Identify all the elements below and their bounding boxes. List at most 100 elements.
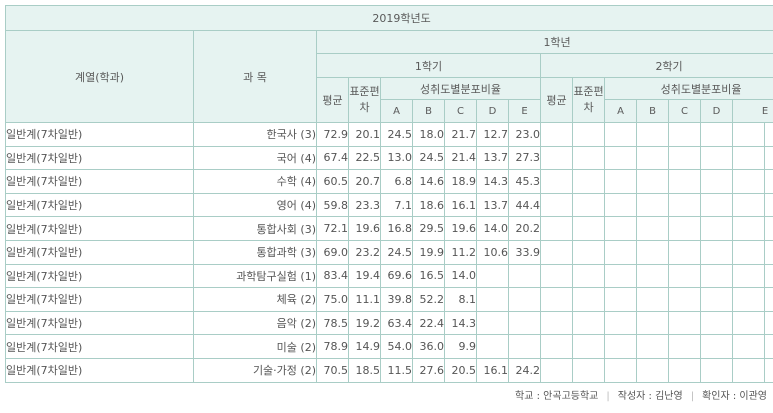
sem2-empty-cell bbox=[668, 216, 701, 241]
footer-writer: 작성자 : 김난영 bbox=[617, 391, 683, 402]
sem1-avg-cell: 69.0 bbox=[316, 239, 349, 265]
sem2-empty-cell bbox=[700, 169, 733, 194]
sem2-empty-cell bbox=[604, 169, 637, 194]
sem1-e-cell: 44.4 bbox=[508, 192, 541, 218]
semester2-header: 2학기 bbox=[539, 53, 773, 78]
sem1-e-cell bbox=[508, 334, 541, 359]
table-row: 일반계(7차일반) 국어 (4) 67.4 22.5 13.0 24.5 21.4 13.7 2… bbox=[5, 145, 773, 171]
sem2-empty-cell bbox=[636, 216, 669, 241]
subject-cell: 수학 (4) bbox=[193, 169, 317, 194]
sem2-empty-cell bbox=[732, 334, 765, 359]
sem1-std-cell: 11.1 bbox=[348, 287, 381, 312]
sem1-b-cell: 22.4 bbox=[412, 310, 445, 336]
sem2-empty-cell bbox=[604, 145, 637, 171]
sem2-empty-cell bbox=[668, 310, 701, 336]
sem1-a-cell: 6.8 bbox=[380, 169, 413, 194]
track-cell: 일반계(7차일반) bbox=[5, 192, 194, 218]
sem2-empty-cell bbox=[572, 216, 605, 241]
sem1-std-cell: 19.4 bbox=[348, 263, 381, 289]
sem2-empty-cell bbox=[732, 169, 765, 194]
sem2-empty-cell bbox=[604, 216, 637, 241]
sem2-empty-cell bbox=[604, 287, 637, 312]
sem1-d-cell bbox=[476, 287, 509, 312]
footer-divider: | bbox=[606, 391, 610, 402]
sem2-empty-cell bbox=[700, 334, 733, 359]
sem2-empty-cell bbox=[540, 239, 573, 265]
sem2-empty-cell bbox=[572, 334, 605, 359]
track-cell: 일반계(7차일반) bbox=[5, 263, 194, 289]
grade-header: 1학년 bbox=[315, 30, 773, 54]
sem1-std-cell: 23.3 bbox=[348, 192, 381, 218]
sem1-d-cell: 14.0 bbox=[476, 216, 509, 241]
subject-cell: 국어 (4) bbox=[193, 145, 317, 171]
sem1-c-cell: 9.9 bbox=[444, 334, 477, 359]
footer-school: 학교 : 안곡고등학교 bbox=[515, 391, 599, 402]
sem1-c-cell: 21.4 bbox=[444, 145, 477, 171]
sem2-empty-cell bbox=[668, 169, 701, 194]
sem2-empty-cell bbox=[732, 263, 765, 289]
sem1-c-cell: 19.6 bbox=[444, 216, 477, 241]
sem2-empty-cell bbox=[732, 122, 765, 147]
track-cell: 일반계(7차일반) bbox=[5, 122, 194, 147]
subject-cell: 음악 (2) bbox=[193, 310, 317, 336]
semester1-header: 1학기 bbox=[316, 53, 541, 78]
sem2-empty-cell bbox=[540, 216, 573, 241]
sem2-empty-cell bbox=[540, 263, 573, 289]
sem2-empty-cell bbox=[572, 192, 605, 218]
sem1-std-cell: 23.2 bbox=[348, 239, 381, 265]
sem1-b-cell: 14.6 bbox=[412, 169, 445, 194]
sem1-avg-cell: 78.5 bbox=[316, 310, 349, 336]
sem1-avg-cell: 70.5 bbox=[316, 357, 349, 383]
track-cell: 일반계(7차일반) bbox=[5, 145, 194, 171]
track-cell: 일반계(7차일반) bbox=[5, 287, 194, 312]
sem1-d-cell: 13.7 bbox=[476, 145, 509, 171]
sem2-empty-cell bbox=[668, 287, 701, 312]
sem2-avg-header: 평균 bbox=[540, 77, 573, 123]
table-row: 일반계(7차일반) 미술 (2) 78.9 14.9 54.0 36.0 9.9 bbox=[5, 334, 773, 359]
sem2-empty-cell bbox=[700, 357, 733, 383]
sem1-b-cell: 19.9 bbox=[412, 239, 445, 265]
sem1-d-cell: 13.7 bbox=[476, 192, 509, 218]
sem1-avg-header: 평균 bbox=[316, 77, 349, 123]
sem2-empty-cell bbox=[604, 239, 637, 265]
sem2-empty-cell bbox=[540, 122, 573, 147]
sem1-avg-cell: 78.9 bbox=[316, 334, 349, 359]
sem1-e-cell: 20.2 bbox=[508, 216, 541, 241]
sem1-std-cell: 19.6 bbox=[348, 216, 381, 241]
sem2-empty-cell bbox=[763, 122, 773, 147]
sem1-d-cell bbox=[476, 334, 509, 359]
sem1-b-cell: 36.0 bbox=[412, 334, 445, 359]
sem2-empty-cell bbox=[604, 357, 637, 383]
sem1-std-cell: 20.1 bbox=[348, 122, 381, 147]
sem1-avg-cell: 83.4 bbox=[316, 263, 349, 289]
sem2-empty-cell bbox=[636, 122, 669, 147]
sem1-letter-d: D bbox=[476, 99, 509, 123]
sem2-std-header: 표준편차 bbox=[572, 77, 605, 123]
sem2-empty-cell bbox=[700, 239, 733, 265]
sem2-letter-a: A bbox=[604, 99, 637, 123]
sem1-std-cell: 19.2 bbox=[348, 310, 381, 336]
sem2-empty-cell bbox=[572, 122, 605, 147]
sem1-c-cell: 8.1 bbox=[444, 287, 477, 312]
sem1-d-cell: 16.1 bbox=[476, 357, 509, 383]
sem1-avg-cell: 72.9 bbox=[316, 122, 349, 147]
sem2-empty-cell bbox=[604, 263, 637, 289]
sem1-b-cell: 27.6 bbox=[412, 357, 445, 383]
sem1-std-cell: 22.5 bbox=[348, 145, 381, 171]
sem2-empty-cell bbox=[604, 192, 637, 218]
sem1-e-cell bbox=[508, 263, 541, 289]
sem2-empty-cell bbox=[604, 310, 637, 336]
sem1-c-cell: 18.9 bbox=[444, 169, 477, 194]
subject-cell: 영어 (4) bbox=[193, 192, 317, 218]
sem1-b-cell: 18.0 bbox=[412, 122, 445, 147]
sem2-empty-cell bbox=[540, 169, 573, 194]
sem1-b-cell: 52.2 bbox=[412, 287, 445, 312]
sem2-empty-cell bbox=[572, 310, 605, 336]
sem2-empty-cell bbox=[668, 145, 701, 171]
sem1-e-cell: 24.2 bbox=[508, 357, 541, 383]
sem1-letter-b: B bbox=[412, 99, 445, 123]
sem2-empty-cell bbox=[540, 357, 573, 383]
sem1-letter-c: C bbox=[444, 99, 477, 123]
sem2-empty-cell bbox=[763, 357, 773, 383]
sem2-empty-cell bbox=[636, 263, 669, 289]
